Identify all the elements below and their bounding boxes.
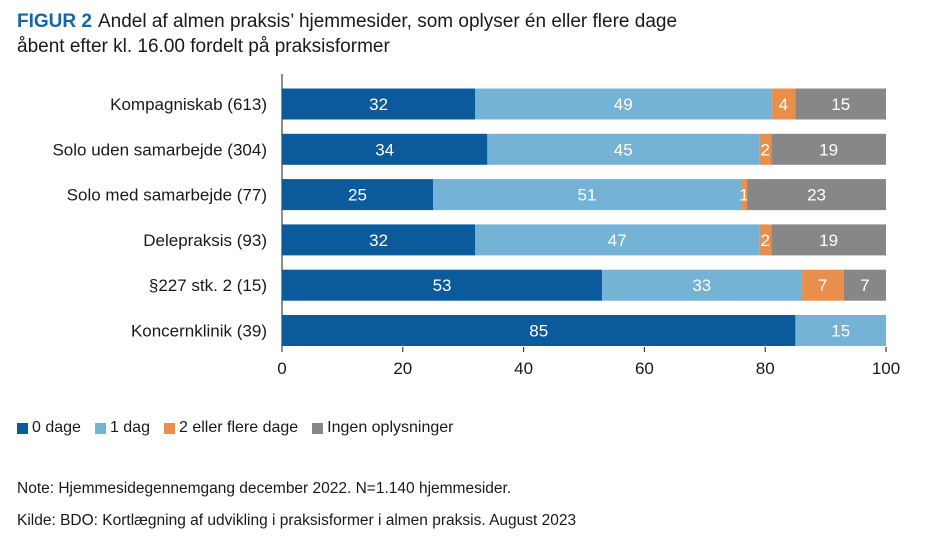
- legend-swatch: [163, 422, 175, 434]
- data-label: 2: [760, 231, 769, 250]
- data-label: 19: [819, 231, 838, 250]
- figure-title: Andel af almen praksis’ hjemmesider, som…: [17, 11, 678, 57]
- x-tick-label: 0: [277, 359, 286, 378]
- bar-segment: [801, 269, 844, 301]
- legend-swatch: [17, 422, 28, 434]
- data-label: 19: [819, 140, 838, 159]
- bar-segment: [602, 269, 802, 301]
- data-label: 15: [831, 95, 850, 114]
- legend-item-0-dage: 0 dage: [17, 419, 81, 437]
- category-label: §227 stk. 2 (15): [149, 276, 267, 295]
- bar-segment: [771, 88, 796, 120]
- bar-segment: [282, 179, 433, 211]
- data-label: 33: [692, 276, 711, 295]
- chart-legend: 0 dage 1 dag 2 eller flere dage Ingen op…: [17, 419, 467, 437]
- bar-segment: [771, 133, 886, 165]
- bar-segment: [282, 269, 603, 301]
- data-label: 1: [739, 186, 748, 205]
- data-label: 47: [608, 231, 627, 250]
- chart-title: FIGUR 2 Andel af almen praksis’ hjemmesid…: [17, 9, 717, 59]
- bar-segment: [282, 224, 476, 256]
- bar-segment: [759, 133, 772, 165]
- bar-segment: [759, 224, 772, 256]
- bar-segment: [475, 88, 772, 120]
- category-label: Delepraksis (93): [143, 231, 267, 250]
- data-label: 34: [375, 140, 394, 159]
- data-label: 4: [779, 95, 788, 114]
- data-label: 7: [860, 276, 869, 295]
- legend-item-1-dag: 1 dag: [94, 419, 150, 437]
- data-label: 32: [369, 95, 388, 114]
- category-label: Solo med samarbejde (77): [67, 186, 267, 205]
- legend-swatch: [94, 422, 106, 434]
- bar-segment: [487, 133, 760, 165]
- bar-segment: [282, 315, 796, 346]
- bar-segment: [475, 224, 760, 256]
- bar-segment: [795, 88, 886, 120]
- legend-label: Ingen oplysninger: [327, 419, 454, 436]
- category-label: Kompagniskab (613): [110, 95, 267, 114]
- category-label: Solo uden samarbejde (304): [52, 140, 267, 159]
- bar-segment: [795, 315, 886, 346]
- bar-segment: [741, 179, 748, 211]
- chart-note: Note: Hjemmesidegennemgang december 2022…: [17, 480, 512, 497]
- legend-label: 1 dag: [109, 419, 150, 436]
- data-label: 15: [831, 322, 850, 341]
- bar-segment: [282, 88, 476, 120]
- data-label: 2: [760, 140, 769, 159]
- legend-label: 2 eller flere dage: [178, 419, 299, 436]
- chart-source: Kilde: BDO: Kortlægning af udvikling i p…: [17, 512, 577, 529]
- x-tick-label: 20: [393, 359, 412, 378]
- x-tick-label: 80: [756, 359, 775, 378]
- data-label: 45: [614, 140, 633, 159]
- stacked-bar-chart: Kompagniskab (613) 32 49 4 15 Solo uden samar…: [52, 74, 900, 378]
- bar-segment: [433, 179, 742, 211]
- bar-segment: [771, 224, 886, 256]
- data-label: 25: [348, 186, 367, 205]
- category-label: Koncernklinik (39): [131, 322, 267, 341]
- legend-swatch: [312, 422, 324, 434]
- legend-item-ingen-oplysninger: Ingen oplysninger: [312, 419, 453, 437]
- data-label: 85: [529, 322, 548, 341]
- x-tick-label: 100: [872, 359, 900, 378]
- data-label: 7: [818, 276, 827, 295]
- bar-segment: [282, 133, 488, 165]
- bar-segment: [843, 269, 886, 301]
- legend-label: 0 dage: [32, 419, 81, 436]
- data-label: 51: [578, 186, 597, 205]
- data-label: 32: [369, 231, 388, 250]
- data-label: 49: [614, 95, 633, 114]
- x-tick-label: 40: [514, 359, 533, 378]
- bar-segment: [747, 179, 886, 211]
- figure-label: FIGUR 2: [17, 11, 92, 32]
- x-tick-label: 60: [635, 359, 654, 378]
- legend-item-2-eller-flere-dage: 2 eller flere dage: [163, 419, 299, 437]
- data-label: 23: [807, 186, 826, 205]
- data-label: 53: [433, 276, 452, 295]
